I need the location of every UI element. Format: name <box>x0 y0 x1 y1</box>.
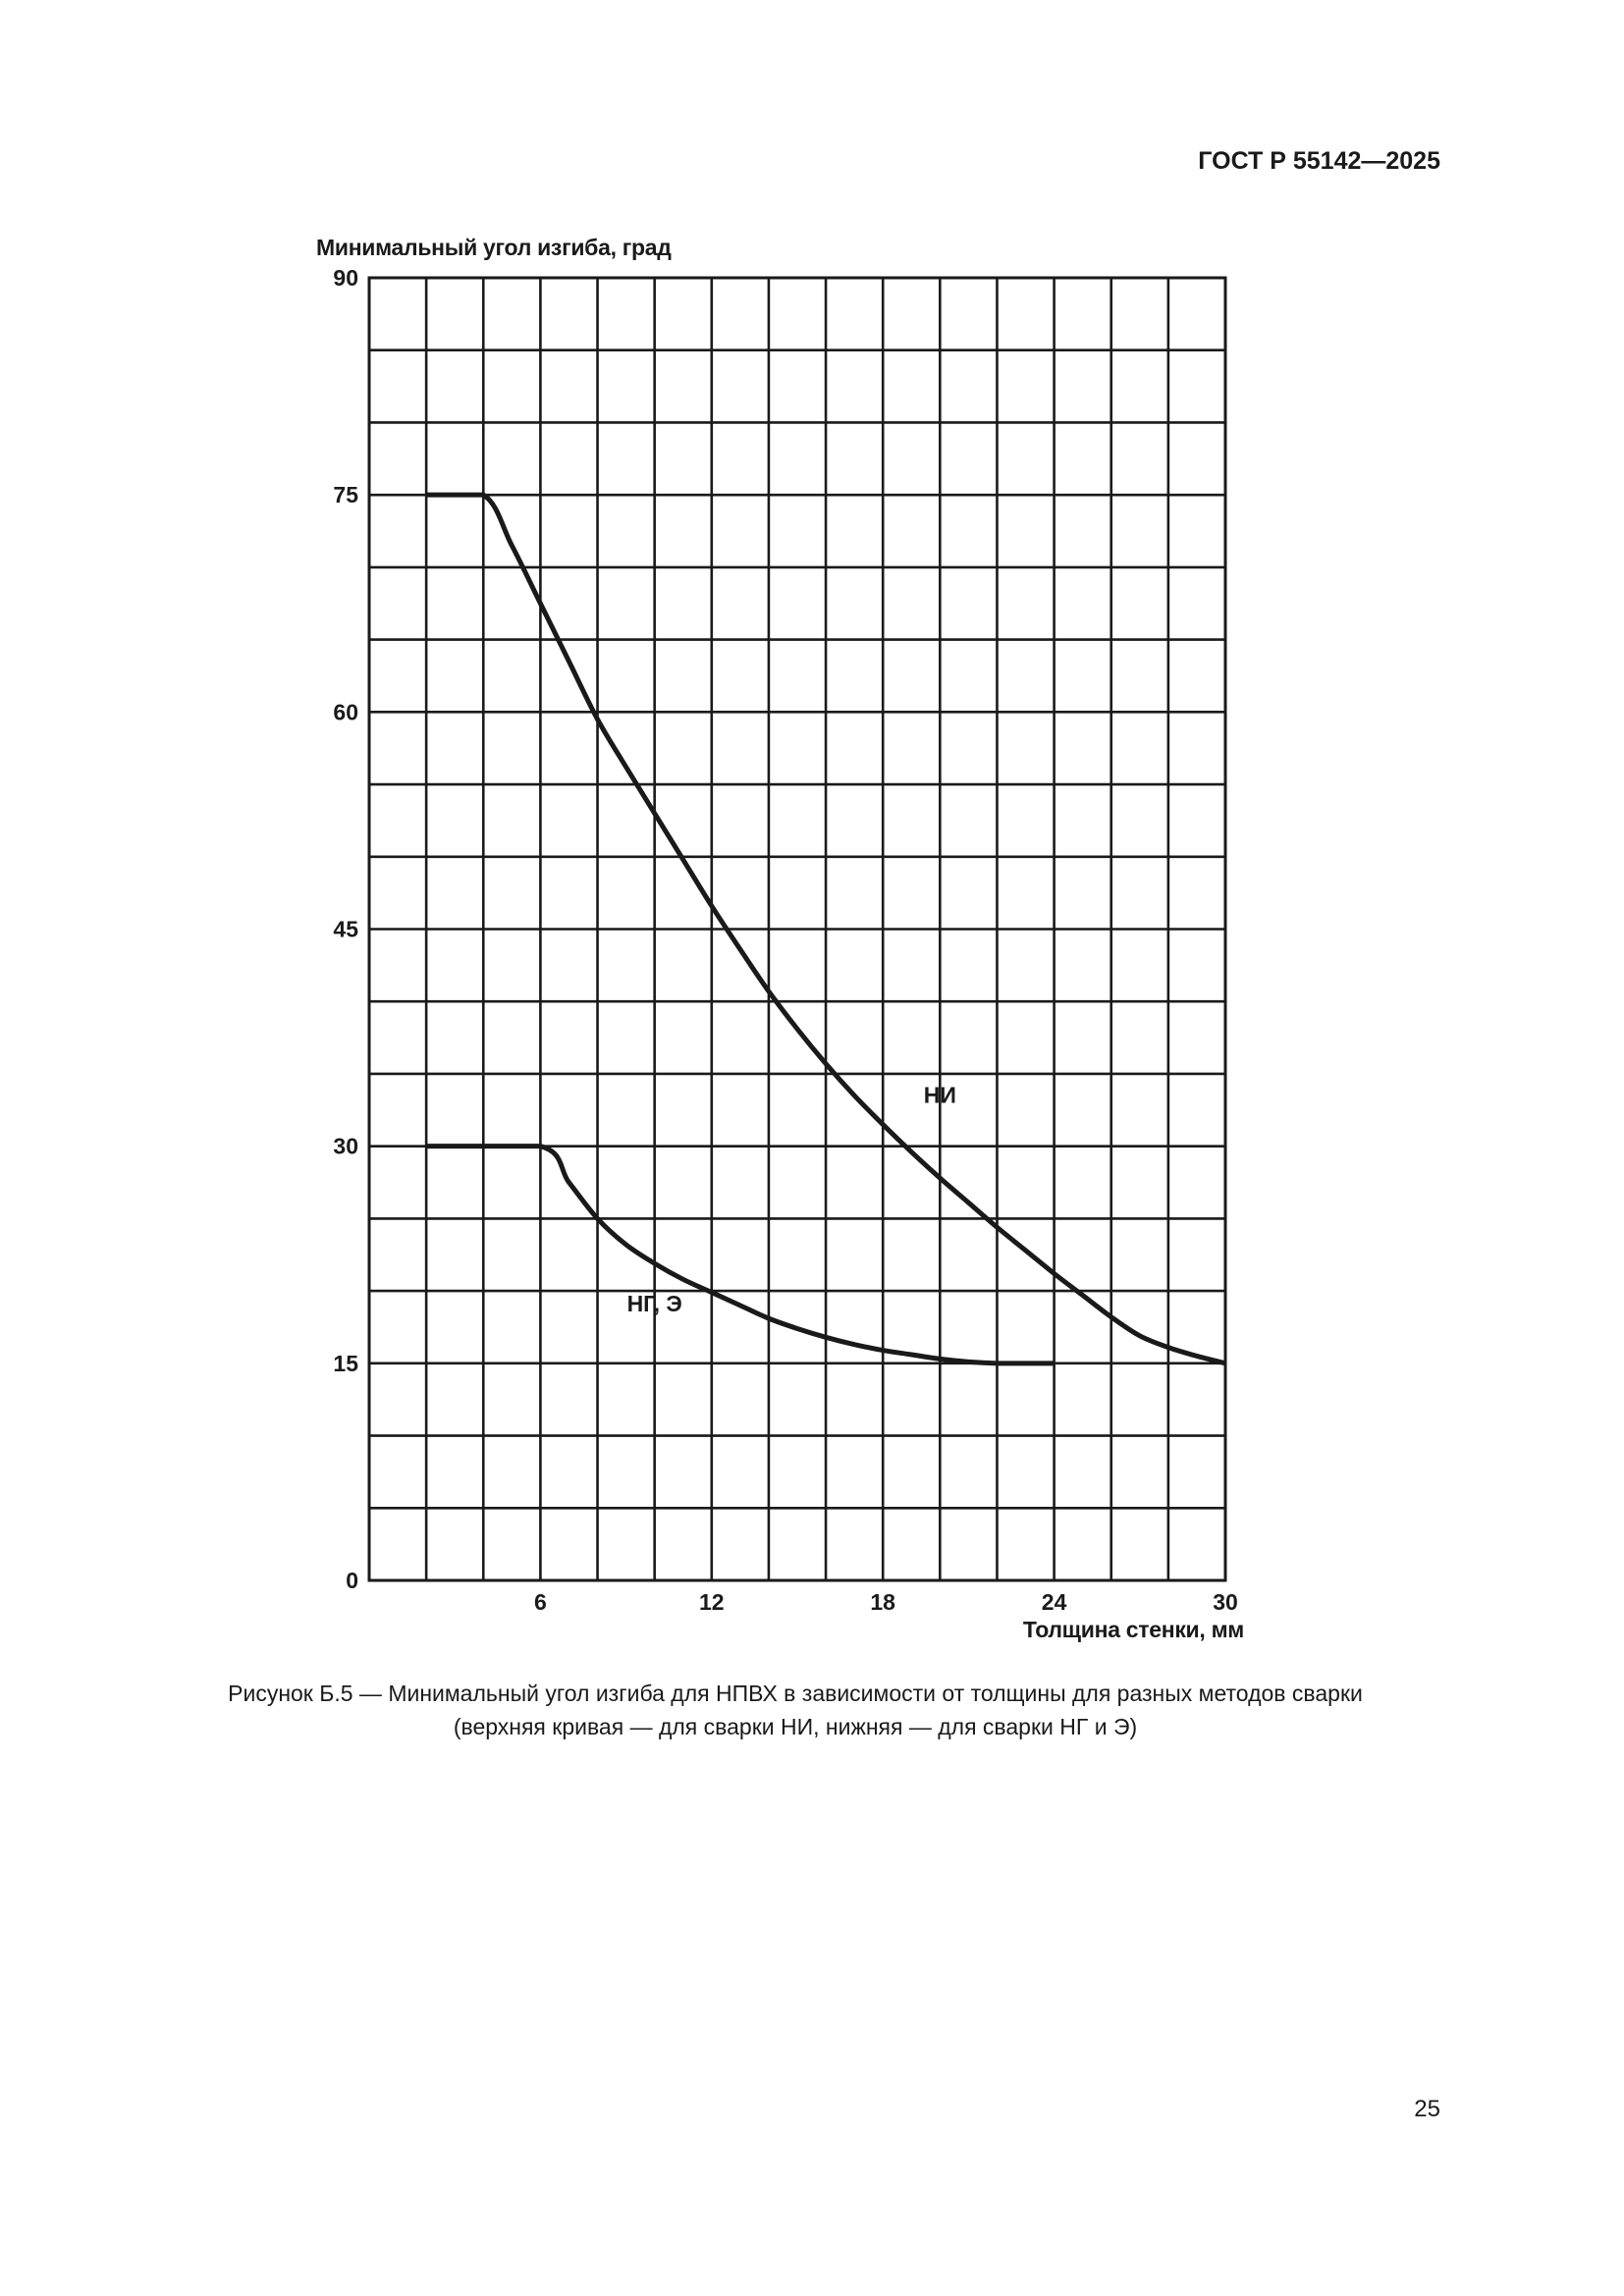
page-number: 25 <box>1414 2096 1440 2122</box>
chart-grid <box>367 276 1227 1582</box>
x-tick-label: 30 <box>1213 1589 1238 1615</box>
x-axis-title: Толщина стенки, мм <box>1022 1617 1244 1642</box>
y-tick-label: 90 <box>333 265 358 291</box>
chart-ticks: 0 15 30 45 60 75 90 6 12 18 24 30 <box>333 265 1237 1615</box>
y-tick-label: 45 <box>333 917 358 942</box>
y-tick-label: 30 <box>333 1134 358 1159</box>
y-tick-label: 60 <box>333 699 358 724</box>
x-tick-label: 24 <box>1042 1589 1067 1615</box>
series-line <box>426 1144 1055 1366</box>
series-line <box>426 492 1226 1366</box>
y-axis-title: Минимальный угол изгиба, град <box>316 235 672 260</box>
x-tick-label: 12 <box>699 1589 725 1615</box>
caption-line-2: (верхняя кривая — для сварки НИ, нижняя … <box>453 1714 1138 1739</box>
chart-curves <box>426 492 1226 1366</box>
plot-frame <box>367 276 1227 1582</box>
x-tick-label: 18 <box>870 1589 895 1615</box>
y-tick-label: 0 <box>346 1568 358 1593</box>
y-tick-label: 75 <box>333 482 358 507</box>
series-label: НИ <box>924 1082 956 1107</box>
series-label: НГ, Э <box>627 1291 682 1316</box>
caption-line-1: Рисунок Б.5 — Минимальный угол изгиба дл… <box>228 1681 1363 1706</box>
y-tick-label: 15 <box>333 1351 358 1376</box>
standard-designation: ГОСТ Р 55142—2025 <box>1198 147 1440 175</box>
chart-curve-labels: НИ НГ, Э <box>627 1082 956 1315</box>
figure-caption: Рисунок Б.5 — Минимальный угол изгиба дл… <box>118 1677 1473 1743</box>
x-tick-label: 6 <box>534 1589 547 1615</box>
